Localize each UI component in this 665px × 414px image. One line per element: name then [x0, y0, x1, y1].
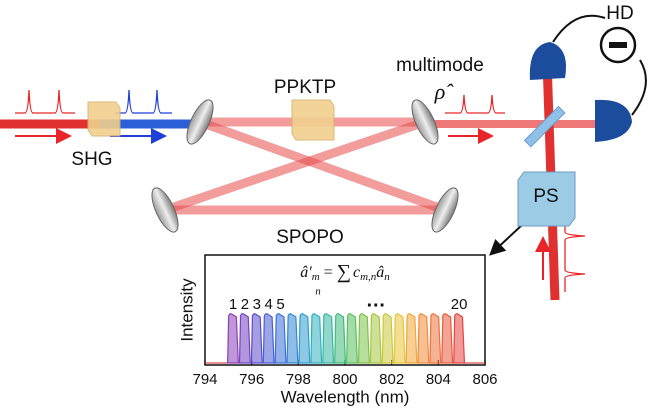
spectral-band	[382, 314, 393, 363]
spectral-band	[442, 314, 453, 363]
x-axis-label: Wavelength (nm)	[281, 387, 410, 406]
spectral-band	[406, 314, 417, 363]
spectral-band	[240, 314, 251, 363]
y-axis-label: Intensity	[177, 278, 196, 342]
spectral-band	[287, 314, 298, 363]
mode-label: 20	[451, 296, 468, 313]
ps-label: PS	[533, 186, 558, 207]
spectral-band	[275, 314, 286, 363]
spectral-band	[430, 314, 441, 363]
spectral-band	[311, 314, 322, 363]
mode-label: …	[366, 289, 386, 311]
x-tick-label: 804	[426, 371, 451, 388]
shg-label: SHG	[71, 149, 112, 170]
spectral-band	[251, 314, 262, 363]
mode-label: 5	[276, 296, 284, 313]
rho-label: ρ̂	[434, 79, 455, 104]
spectral-band	[370, 314, 381, 363]
mode-label: 4	[265, 296, 273, 313]
spectral-band	[228, 314, 239, 363]
mode-label: 1	[229, 296, 237, 313]
x-tick-label: 806	[472, 371, 497, 388]
spectral-band	[454, 314, 465, 363]
spectral-band	[299, 314, 310, 363]
spectral-band	[347, 314, 358, 363]
diagram: HD multimode ρ̂ PPKTP SHG SPOPO PS â′m=∑…	[0, 0, 665, 414]
spopo-label: SPOPO	[276, 227, 344, 248]
ppktp-label: PPKTP	[274, 77, 336, 98]
x-tick-label: 802	[379, 371, 404, 388]
hd-label: HD	[606, 3, 633, 24]
spectral-band	[394, 314, 405, 363]
spectral-band	[323, 314, 334, 363]
spectral-band	[263, 314, 274, 363]
x-tick-label: 794	[192, 371, 217, 388]
spectral-band	[359, 314, 370, 363]
x-tick-label: 800	[332, 371, 357, 388]
mode-label: 3	[253, 296, 261, 313]
spectral-band	[418, 314, 429, 363]
x-tick-label: 798	[286, 371, 311, 388]
x-tick-label: 796	[239, 371, 264, 388]
multimode-label: multimode	[396, 55, 484, 76]
formula-sum-index: n	[315, 286, 321, 298]
spectral-band	[335, 314, 346, 363]
mode-label: 2	[241, 296, 249, 313]
